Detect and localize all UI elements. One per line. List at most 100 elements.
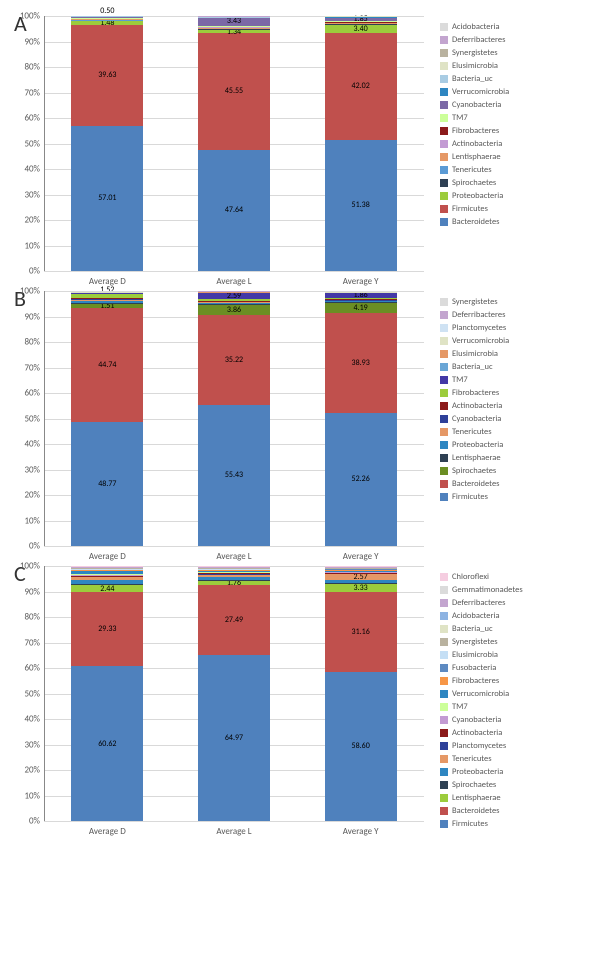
legend-label: Fusobacteria bbox=[452, 663, 496, 673]
legend-swatch bbox=[440, 651, 448, 659]
legend-swatch bbox=[440, 363, 448, 371]
legend-label: Lentisphaerae bbox=[452, 793, 501, 803]
bar-segment: 35.22 bbox=[198, 315, 270, 405]
y-tick: 60% bbox=[24, 113, 40, 124]
legend-item: Planctomycetes bbox=[440, 323, 509, 333]
legend-swatch bbox=[440, 415, 448, 423]
y-tick: 0% bbox=[29, 266, 40, 277]
legend-item: Synergistetes bbox=[440, 48, 509, 58]
legend-item: Fibrobacteres bbox=[440, 676, 523, 686]
x-axis: Average DAverage LAverage Y bbox=[44, 826, 424, 837]
bar-segment: 3.86 bbox=[198, 305, 270, 315]
legend-label: Verrucomicrobia bbox=[452, 336, 509, 346]
legend-swatch bbox=[440, 23, 448, 31]
legend-label: Spirochaetes bbox=[452, 466, 496, 476]
legend-item: Gemmatimonadetes bbox=[440, 585, 523, 595]
legend-item: TM7 bbox=[440, 113, 509, 123]
bar-segment bbox=[198, 567, 270, 568]
bar-segment: 64.97 bbox=[198, 655, 270, 821]
legend-label: TM7 bbox=[452, 113, 468, 123]
y-tick: 80% bbox=[24, 337, 40, 348]
y-tick: 50% bbox=[24, 413, 40, 424]
legend-swatch bbox=[440, 729, 448, 737]
legend-item: Chloroflexi bbox=[440, 572, 523, 582]
legend: SynergistetesDeferribacteresPlanctomycet… bbox=[440, 297, 509, 502]
bar-segment: 60.62 bbox=[71, 666, 143, 821]
legend-swatch bbox=[440, 62, 448, 70]
data-label: 3.43 bbox=[198, 16, 270, 26]
legend-label: Spirochaetes bbox=[452, 178, 496, 188]
bar: 57.0139.631.480.50 bbox=[71, 16, 143, 271]
bar-segment bbox=[71, 569, 143, 570]
legend-label: Gemmatimonadetes bbox=[452, 585, 523, 595]
legend-item: Proteobacteria bbox=[440, 440, 509, 450]
data-label: 42.02 bbox=[325, 81, 397, 91]
data-label: 39.63 bbox=[71, 70, 143, 80]
bars-group: 48.7744.741.511.5255.4335.223.862.5952.2… bbox=[44, 291, 424, 546]
bar-segment bbox=[325, 569, 397, 570]
legend-label: Acidobacteria bbox=[452, 22, 500, 32]
bar-segment: 47.64 bbox=[198, 150, 270, 271]
data-label: 29.33 bbox=[71, 624, 143, 634]
bar-segment bbox=[325, 567, 397, 568]
gridline bbox=[44, 821, 424, 822]
bar-segment bbox=[71, 568, 143, 569]
legend-item: Bacteria_uc bbox=[440, 74, 509, 84]
legend-label: Elusimicrobia bbox=[452, 61, 498, 71]
y-tick: 70% bbox=[24, 362, 40, 373]
data-label: 48.77 bbox=[71, 479, 143, 489]
legend-label: Actinobacteria bbox=[452, 728, 502, 738]
bar-segment bbox=[71, 576, 143, 577]
legend-label: Firmicutes bbox=[452, 819, 488, 829]
panel-c: C0%10%20%30%40%50%60%70%80%90%100%60.622… bbox=[8, 558, 582, 829]
legend-swatch bbox=[440, 127, 448, 135]
bar-segment: 3.43 bbox=[198, 17, 270, 26]
legend-item: Lentisphaerae bbox=[440, 453, 509, 463]
legend-label: Synergistetes bbox=[452, 637, 498, 647]
x-tick: Average D bbox=[71, 826, 143, 837]
bar-segment bbox=[325, 573, 397, 574]
legend-item: Cyanobacteria bbox=[440, 100, 509, 110]
data-label: 44.74 bbox=[71, 360, 143, 370]
legend-swatch bbox=[440, 350, 448, 358]
panel-a: A0%10%20%30%40%50%60%70%80%90%100%57.013… bbox=[8, 8, 582, 271]
legend-label: Chloroflexi bbox=[452, 572, 489, 582]
legend-label: TM7 bbox=[452, 702, 468, 712]
bar-segment bbox=[71, 584, 143, 585]
legend-swatch bbox=[440, 586, 448, 594]
legend-label: Tenericutes bbox=[452, 165, 492, 175]
legend-item: Fibrobacteres bbox=[440, 388, 509, 398]
legend-item: Bacteria_uc bbox=[440, 624, 523, 634]
bar-segment bbox=[71, 20, 143, 21]
legend-label: Fibrobacteres bbox=[452, 676, 499, 686]
legend-label: Elusimicrobia bbox=[452, 650, 498, 660]
legend-swatch bbox=[440, 807, 448, 815]
legend-item: Spirochaetes bbox=[440, 466, 509, 476]
bar-segment bbox=[198, 573, 270, 574]
legend-swatch bbox=[440, 664, 448, 672]
data-label: 3.33 bbox=[325, 583, 397, 593]
bar-segment: 1.86 bbox=[325, 293, 397, 298]
legend-item: Firmicutes bbox=[440, 204, 509, 214]
data-label: 45.55 bbox=[198, 86, 270, 96]
bar-segment bbox=[325, 571, 397, 572]
legend-label: Firmicutes bbox=[452, 492, 488, 502]
legend-swatch bbox=[440, 205, 448, 213]
legend-swatch bbox=[440, 218, 448, 226]
legend-label: Firmicutes bbox=[452, 204, 488, 214]
legend-item: Actinobacteria bbox=[440, 401, 509, 411]
y-tick: 50% bbox=[24, 138, 40, 149]
bar-segment: 51.38 bbox=[325, 140, 397, 271]
bar-segment bbox=[198, 27, 270, 28]
legend-swatch bbox=[440, 166, 448, 174]
legend-item: Actinobacteria bbox=[440, 139, 509, 149]
legend-label: Bacteria_uc bbox=[452, 624, 493, 634]
legend-label: Synergistetes bbox=[452, 297, 498, 307]
bar-segment bbox=[198, 569, 270, 570]
y-tick: 40% bbox=[24, 714, 40, 725]
legend: AcidobacteriaDeferribacteresSynergistete… bbox=[440, 22, 509, 227]
legend-swatch bbox=[440, 402, 448, 410]
y-tick: 40% bbox=[24, 164, 40, 175]
bar-segment bbox=[71, 303, 143, 304]
legend-item: Acidobacteria bbox=[440, 611, 523, 621]
